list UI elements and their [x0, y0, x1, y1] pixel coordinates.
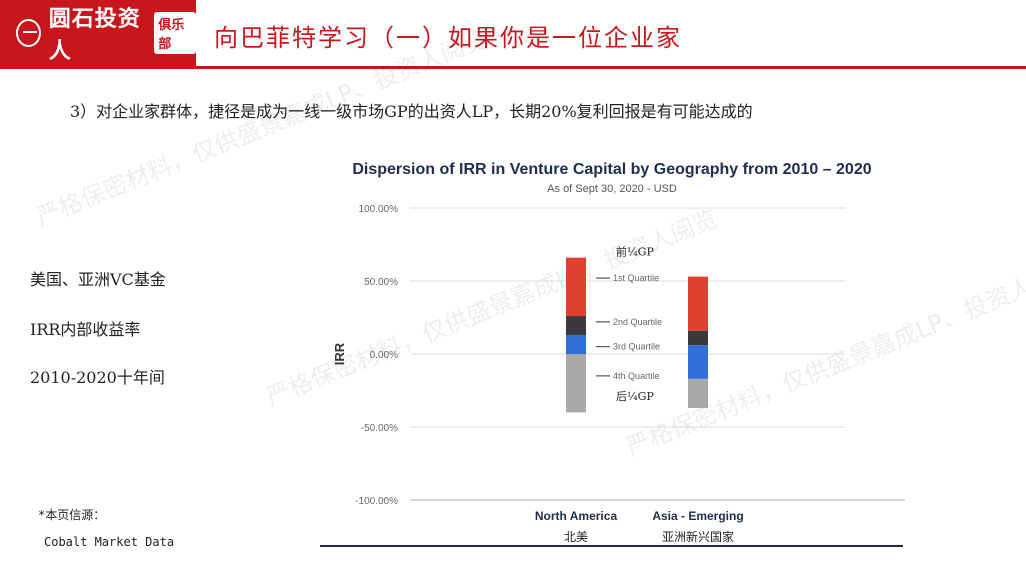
y-tick-label: 50.00%	[364, 277, 398, 288]
bar-segment-1st-quartile	[688, 276, 708, 331]
x-category-label-cn: 亚洲新兴国家	[662, 529, 734, 544]
page-title: 向巴菲特学习（一）如果你是一位企业家	[214, 24, 682, 52]
quartile-label: 2nd Quartile	[613, 317, 662, 327]
note-metric: IRR内部收益率	[30, 320, 141, 339]
page-subtitle: 3）对企业家群体，捷径是成为一线一级市场GP的出资人LP，长期20%复利回报是有…	[70, 102, 753, 121]
bar-segment-3rd-quartile	[566, 335, 586, 354]
x-category-label: Asia - Emerging	[652, 509, 743, 523]
y-tick-label: 100.00%	[359, 204, 399, 215]
bar-segment-2nd-quartile	[566, 316, 586, 336]
chart-subtitle: As of Sept 30, 2020 - USD	[547, 183, 677, 195]
y-tick-label: -100.00%	[355, 496, 398, 507]
quartile-label: 4th Quartile	[613, 371, 660, 381]
annotation-top-quartile-gp: 前¼GP	[616, 245, 654, 259]
logo-circle-icon	[16, 19, 41, 47]
note-period: 2010-2020十年间	[30, 368, 165, 387]
note-scope: 美国、亚洲VC基金	[30, 270, 166, 289]
quartile-label: 1st Quartile	[613, 273, 659, 283]
y-axis-label: IRR	[332, 342, 347, 365]
bar-segment-4th-quartile	[566, 354, 586, 413]
source-label: *本页信源：	[38, 508, 106, 522]
y-tick-label: 0.00%	[370, 350, 398, 361]
logo: 圆石投资人 俱乐部	[0, 0, 196, 66]
bar-segment-2nd-quartile	[688, 330, 708, 346]
quartile-label: 3rd Quartile	[613, 342, 660, 352]
chart-title: Dispersion of IRR in Venture Capital by …	[352, 161, 871, 178]
bar-segment-1st-quartile	[566, 257, 586, 317]
x-category-label-cn: 北美	[564, 530, 588, 544]
irr-dispersion-chart: Dispersion of IRR in Venture Capital by …	[320, 161, 905, 547]
bar-segment-4th-quartile	[688, 378, 708, 409]
header-bar: 圆石投资人 俱乐部 向巴菲特学习（一）如果你是一位企业家	[0, 0, 1026, 69]
x-category-label: North America	[535, 509, 618, 523]
annotation-bottom-quartile-gp: 后¼GP	[616, 390, 654, 403]
logo-text: 圆石投资人	[48, 7, 141, 64]
logo-badge: 俱乐部	[154, 12, 196, 54]
source-value: Cobalt Market Data	[44, 535, 175, 549]
bar-segment-3rd-quartile	[688, 345, 708, 379]
y-tick-label: -50.00%	[361, 423, 398, 434]
